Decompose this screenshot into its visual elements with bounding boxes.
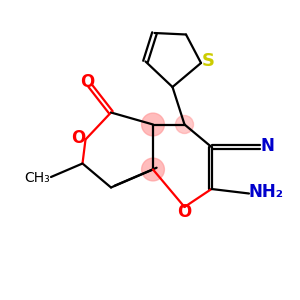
Text: N: N xyxy=(261,137,275,155)
Text: O: O xyxy=(71,129,85,147)
Circle shape xyxy=(142,158,164,181)
Text: NH₂: NH₂ xyxy=(248,183,283,201)
Circle shape xyxy=(142,113,164,136)
Text: O: O xyxy=(80,73,94,91)
Text: O: O xyxy=(177,203,192,221)
Circle shape xyxy=(176,116,194,134)
Text: S: S xyxy=(202,52,215,70)
Text: CH₃: CH₃ xyxy=(25,172,50,185)
